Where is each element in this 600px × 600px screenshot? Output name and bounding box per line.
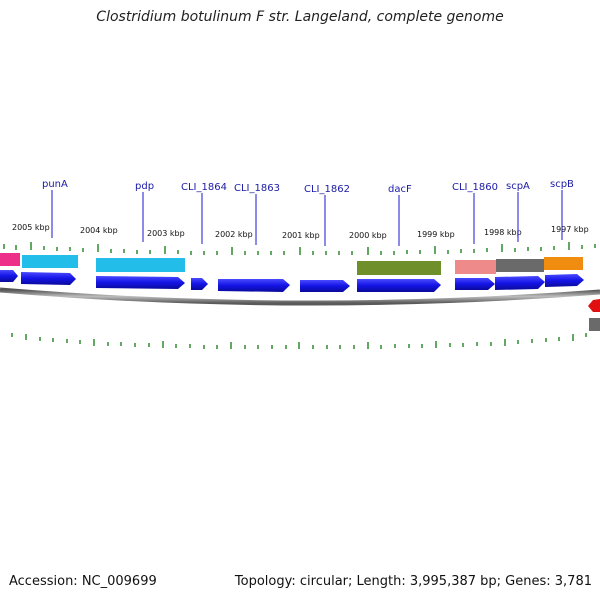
cds-arrows (0, 270, 584, 292)
accession-text: Accession: NC_009699 (9, 574, 157, 589)
pink-feature-block (455, 260, 496, 274)
scale-label: 1997 kbp (551, 225, 589, 234)
feature-blocks (0, 253, 583, 275)
gene-label-pdp: pdp (135, 181, 154, 192)
gray-feature-block (496, 259, 544, 272)
genome-backbone (0, 287, 600, 306)
gene-label-cli-1863: CLI_1863 (234, 183, 280, 194)
inner-tick-row (11, 333, 587, 349)
gene-label-cli-1862: CLI_1862 (304, 184, 350, 195)
cds-arrow (545, 274, 584, 287)
cds-arrow (191, 278, 208, 290)
scale-label: 1998 kbp (484, 228, 522, 237)
scale-label: 2003 kbp (147, 229, 185, 238)
cds-arrow (300, 280, 350, 292)
red-feature-arrow (588, 299, 600, 312)
orange-feature-block (544, 257, 583, 270)
scale-label: 2002 kbp (215, 230, 253, 239)
scale-label: 2001 kbp (282, 231, 320, 240)
scale-labels: 2005 kbp 2004 kbp 2003 kbp 2002 kbp 2001… (12, 223, 589, 240)
scale-label: 1999 kbp (417, 230, 455, 239)
gene-label-lines (51, 190, 563, 246)
scale-label: 2000 kbp (349, 231, 387, 240)
scale-label: 2005 kbp (12, 223, 50, 232)
gene-label-cli-1860: CLI_1860 (452, 182, 498, 193)
dark-gray-feature-block (589, 318, 600, 331)
gene-label-cli-1864: CLI_1864 (181, 182, 227, 193)
gene-labels: punA pdp CLI_1864 CLI_1863 CLI_1862 dacF… (42, 179, 574, 195)
gene-label-dacf: dacF (388, 184, 412, 195)
cds-arrow (96, 276, 185, 289)
cds-arrow (357, 279, 441, 292)
cyan-feature-block (22, 255, 78, 268)
magenta-feature-block (0, 253, 20, 266)
cyan-feature-block (96, 258, 185, 272)
gene-label-puna: punA (42, 179, 68, 190)
cds-arrow (0, 270, 18, 282)
olive-feature-block (357, 261, 441, 275)
gene-label-scpb: scpB (550, 179, 574, 190)
genome-summary-text: Topology: circular; Length: 3,995,387 bp… (234, 574, 592, 589)
cds-arrow (218, 279, 290, 292)
cds-arrow (495, 276, 545, 290)
scale-label: 2004 kbp (80, 226, 118, 235)
cds-arrow (21, 272, 76, 285)
outer-tick-row (3, 242, 596, 255)
cds-arrow (455, 278, 495, 290)
gene-label-scpa: scpA (506, 181, 530, 192)
map-title: Clostridium botulinum F str. Langeland, … (96, 9, 504, 25)
edge-features (588, 299, 600, 331)
